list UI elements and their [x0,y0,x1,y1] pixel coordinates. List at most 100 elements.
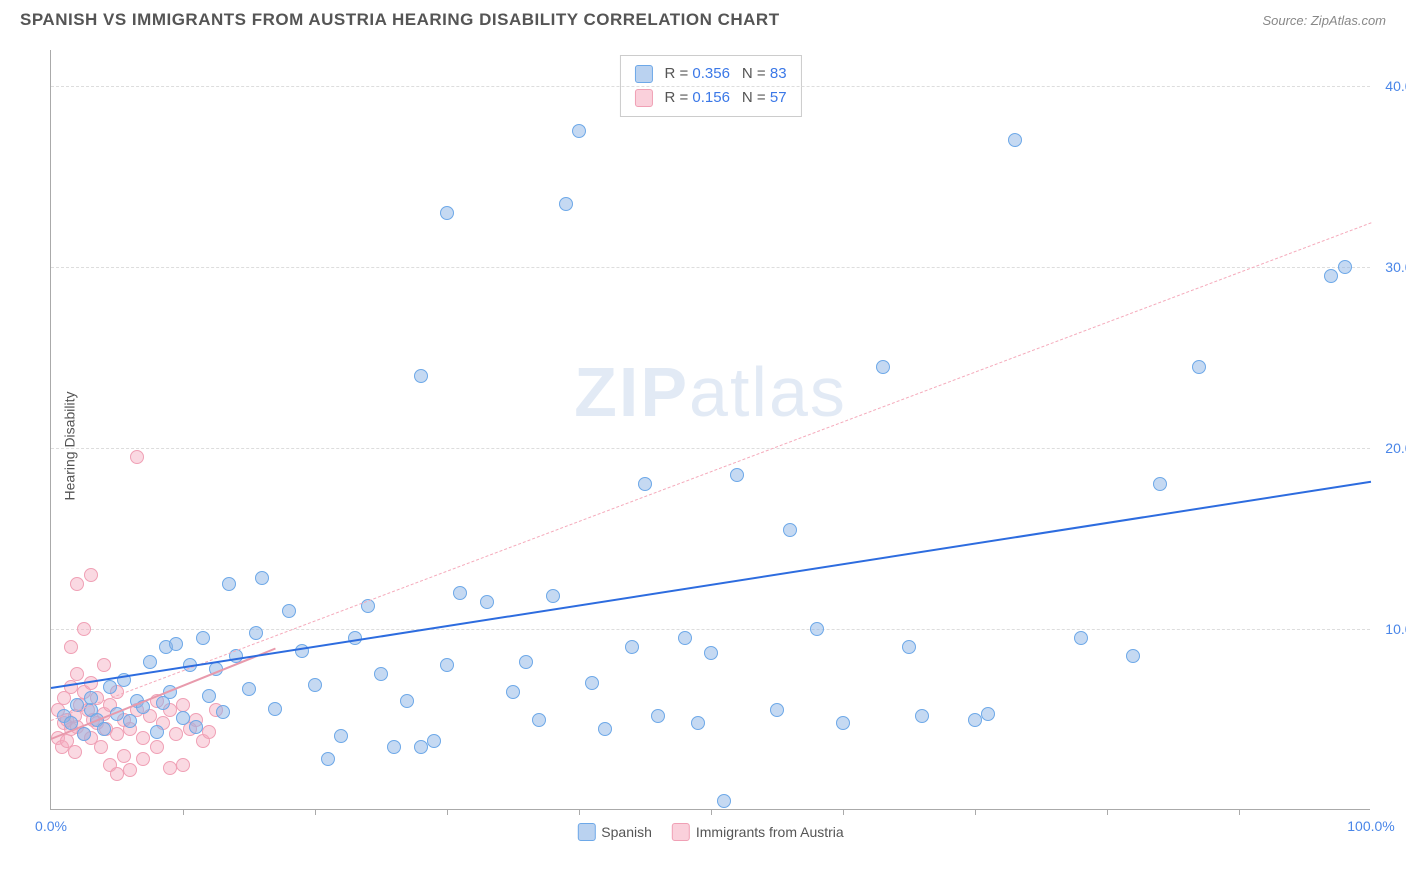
swatch-blue-icon [634,65,652,83]
data-point [97,722,111,736]
data-point [968,713,982,727]
data-point [1126,649,1140,663]
data-point [70,577,84,591]
data-point [730,468,744,482]
data-point [97,658,111,672]
data-point [387,740,401,754]
data-point [414,369,428,383]
data-point [651,709,665,723]
data-point [1324,269,1338,283]
x-tick [843,809,844,815]
gridline [51,86,1370,87]
data-point [308,678,322,692]
data-point [414,740,428,754]
data-point [255,571,269,585]
data-point [427,734,441,748]
data-point [242,682,256,696]
data-point [169,727,183,741]
data-point [150,740,164,754]
data-point [1338,260,1352,274]
swatch-pink-icon [634,89,652,107]
data-point [625,640,639,654]
data-point [1074,631,1088,645]
x-tick [975,809,976,815]
data-point [70,667,84,681]
data-point [559,197,573,211]
data-point [374,667,388,681]
data-point [202,689,216,703]
data-point [836,716,850,730]
data-point [196,631,210,645]
data-point [68,745,82,759]
data-point [282,604,296,618]
series-legend: Spanish Immigrants from Austria [577,823,843,841]
y-tick-label: 40.0% [1385,78,1406,94]
data-point [110,727,124,741]
x-tick-label: 0.0% [35,818,67,834]
data-point [519,655,533,669]
data-point [981,707,995,721]
data-point [216,705,230,719]
watermark: ZIPatlas [574,352,847,432]
data-point [810,622,824,636]
data-point [77,727,91,741]
data-point [598,722,612,736]
data-point [480,595,494,609]
legend-label-pink: Immigrants from Austria [696,824,844,840]
x-tick [1239,809,1240,815]
data-point [130,450,144,464]
data-point [546,589,560,603]
data-point [136,731,150,745]
data-point [176,758,190,772]
data-point [295,644,309,658]
data-point [400,694,414,708]
gridline [51,448,1370,449]
data-point [506,685,520,699]
data-point [94,740,108,754]
data-point [1008,133,1022,147]
x-tick [315,809,316,815]
data-point [915,709,929,723]
data-point [902,640,916,654]
data-point [84,568,98,582]
legend-label-blue: Spanish [601,824,652,840]
y-tick-label: 10.0% [1385,621,1406,637]
data-point [268,702,282,716]
data-point [691,716,705,730]
y-tick-label: 30.0% [1385,259,1406,275]
data-point [163,761,177,775]
data-point [249,626,263,640]
data-point [1192,360,1206,374]
x-tick [711,809,712,815]
swatch-pink-icon [672,823,690,841]
data-point [572,124,586,138]
scatter-chart: ZIPatlas R = 0.356 N = 83 R = 0.156 N = … [50,50,1370,810]
x-tick [447,809,448,815]
data-point [169,637,183,651]
source-attribution: Source: ZipAtlas.com [1262,13,1386,28]
data-point [717,794,731,808]
y-tick-label: 20.0% [1385,440,1406,456]
data-point [176,711,190,725]
x-tick-label: 100.0% [1347,818,1394,834]
data-point [110,767,124,781]
data-point [678,631,692,645]
x-tick [183,809,184,815]
data-point [532,713,546,727]
data-point [150,725,164,739]
data-point [143,655,157,669]
data-point [783,523,797,537]
data-point [103,680,117,694]
data-point [704,646,718,660]
data-point [136,752,150,766]
data-point [440,206,454,220]
data-point [440,658,454,672]
data-point [189,720,203,734]
data-point [123,763,137,777]
data-point [77,622,91,636]
chart-title: SPANISH VS IMMIGRANTS FROM AUSTRIA HEARI… [20,10,780,30]
data-point [453,586,467,600]
data-point [585,676,599,690]
data-point [638,477,652,491]
data-point [334,729,348,743]
